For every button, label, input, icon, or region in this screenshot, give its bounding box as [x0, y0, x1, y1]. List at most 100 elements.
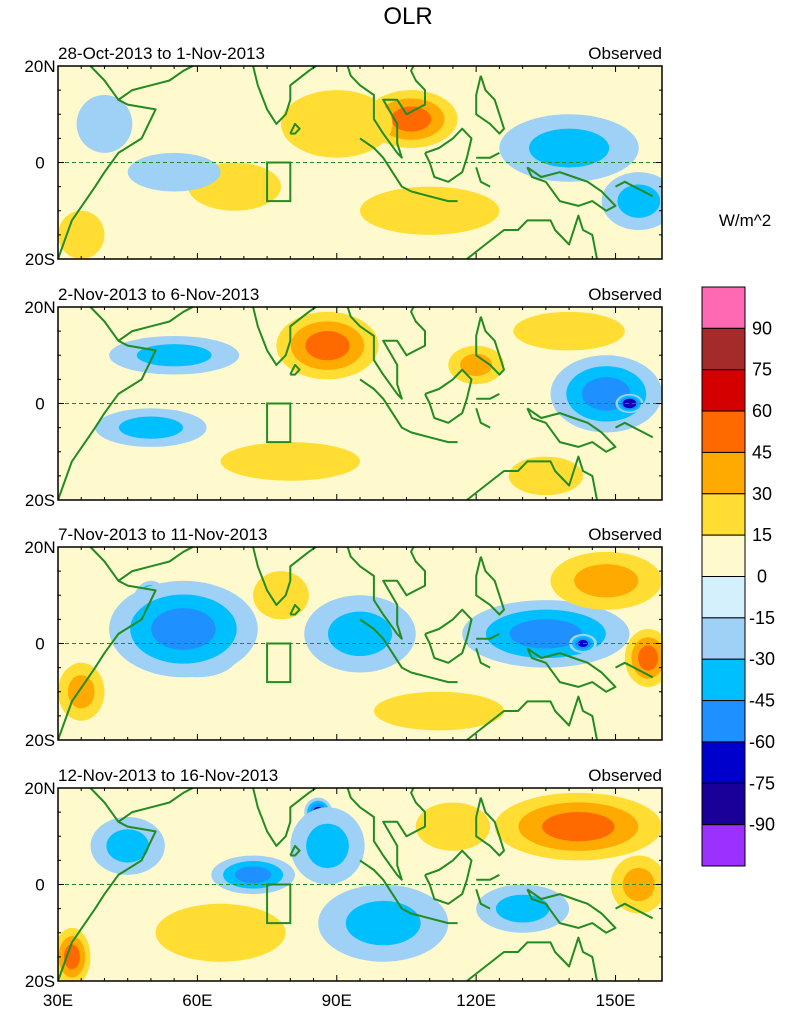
- anomaly-contour: [155, 903, 286, 962]
- coastline: [526, 166, 617, 212]
- anomaly-contour: [529, 128, 610, 168]
- coastline: [58, 788, 157, 981]
- panel-ticks: [57, 546, 663, 741]
- colorbar-tick-label: 90: [752, 318, 772, 338]
- x-tick-label: 120E: [456, 991, 496, 1010]
- panel-label: Observed: [588, 285, 662, 304]
- anomaly-contour: [118, 416, 183, 439]
- coastline: [476, 393, 500, 400]
- panel-2: 20N 0 20S 2-Nov-2013 to 6-Nov-2013 Observed: [24, 285, 663, 510]
- coastline: [58, 547, 157, 740]
- coastline: [410, 190, 458, 203]
- coastline: [359, 618, 412, 674]
- colorbar-tick-label: -15: [749, 608, 775, 628]
- x-tick-label: 30E: [43, 991, 73, 1010]
- x-tick-label: 150E: [596, 991, 636, 1010]
- colorbar-tick-label: -45: [749, 691, 775, 711]
- coastline: [526, 407, 617, 453]
- anomaly-contour: [574, 564, 639, 598]
- anomaly-contour: [373, 691, 505, 731]
- colorbar-swatch: [701, 327, 746, 371]
- colorbar-tick-label: 75: [752, 360, 772, 380]
- colorbar-tick-label: 0: [757, 567, 767, 587]
- anomaly-contour: [495, 894, 550, 923]
- anomaly-contour: [360, 186, 500, 235]
- coastline: [475, 407, 491, 429]
- coastline: [615, 661, 654, 679]
- anomaly-contour: [622, 867, 655, 902]
- coastline: [289, 363, 301, 376]
- anomaly-contour: [127, 152, 221, 192]
- coastline: [475, 166, 491, 188]
- coastline: [229, 788, 426, 881]
- anomaly-contour: [345, 900, 421, 946]
- x-tick-label: 90E: [322, 991, 352, 1010]
- coastline: [229, 307, 426, 400]
- colorbar-tick-label: 30: [752, 484, 772, 504]
- anomaly-contour: [253, 571, 309, 620]
- colorbar-swatch: [701, 658, 746, 702]
- coastline: [58, 307, 157, 500]
- coastline: [476, 633, 500, 640]
- anomaly-field: [58, 307, 662, 500]
- coastline: [424, 127, 473, 183]
- coastline: [229, 66, 426, 159]
- y-tick-label: 0: [35, 395, 44, 414]
- panel-label: Observed: [588, 525, 662, 544]
- index-box: [266, 161, 292, 203]
- colorbar-tick-label: -30: [749, 649, 775, 669]
- colorbar-swatch: [701, 493, 746, 536]
- anomaly-field: [58, 66, 662, 259]
- colorbar-tick-label: -90: [749, 815, 775, 835]
- coastline: [475, 75, 505, 135]
- coastline: [424, 849, 473, 905]
- coastline: [526, 888, 617, 934]
- anomaly-field: [58, 788, 662, 981]
- colorbar-swatch: [701, 782, 746, 826]
- coastline: [410, 431, 458, 444]
- anomaly-contour: [106, 829, 150, 863]
- coastline: [410, 912, 458, 925]
- anomaly-contour: [136, 344, 212, 367]
- colorbar-tick-label: -60: [749, 732, 775, 752]
- coastline: [117, 547, 194, 582]
- index-box: [266, 642, 292, 684]
- panel-period: 7-Nov-2013 to 11-Nov-2013: [58, 525, 267, 544]
- anomaly-contour: [508, 456, 584, 496]
- colorbar-tick-label: -75: [749, 773, 775, 793]
- coastline: [615, 421, 654, 439]
- coastline: [475, 888, 491, 910]
- anomaly-contour: [625, 400, 634, 407]
- colorbar-units: W/m^2: [719, 211, 771, 230]
- coastline: [359, 137, 412, 193]
- coastline: [466, 936, 598, 981]
- coastline: [526, 647, 617, 693]
- y-tick-label: 20S: [25, 491, 55, 510]
- y-tick-label: 20N: [24, 779, 55, 798]
- anomaly-contour: [58, 210, 105, 259]
- coastline: [229, 547, 426, 640]
- coastline: [289, 122, 301, 135]
- coastline: [615, 180, 654, 198]
- anomaly-contour: [390, 106, 432, 132]
- panel-3: 20N 0 20S 7-Nov-2013 to 11-Nov-2013 Observed: [24, 525, 663, 750]
- anomaly-contour: [327, 611, 393, 657]
- coastline: [359, 378, 412, 434]
- panel-4: 20N 0 20S 12-Nov-2013 to 16-Nov-2013 Observe…: [24, 766, 663, 991]
- y-tick-label: 20N: [24, 57, 55, 76]
- index-box: [266, 402, 292, 444]
- coastline: [466, 214, 598, 259]
- colorbar-swatch: [701, 741, 746, 784]
- anomaly-contour: [151, 608, 216, 650]
- y-tick-label: 20N: [24, 538, 55, 557]
- colorbar-swatch: [701, 451, 746, 495]
- panel-label: Observed: [588, 766, 662, 785]
- coastline: [117, 788, 194, 823]
- y-tick-label: 20S: [25, 972, 55, 991]
- x-axis-labels: 30E 60E 90E 120E 150E: [43, 991, 636, 1010]
- coastline: [424, 608, 473, 664]
- coastline: [117, 66, 194, 101]
- anomaly-contour: [509, 619, 583, 649]
- colorbar-swatch: [701, 286, 746, 329]
- panel-period: 28-Oct-2013 to 1-Nov-2013: [58, 44, 265, 63]
